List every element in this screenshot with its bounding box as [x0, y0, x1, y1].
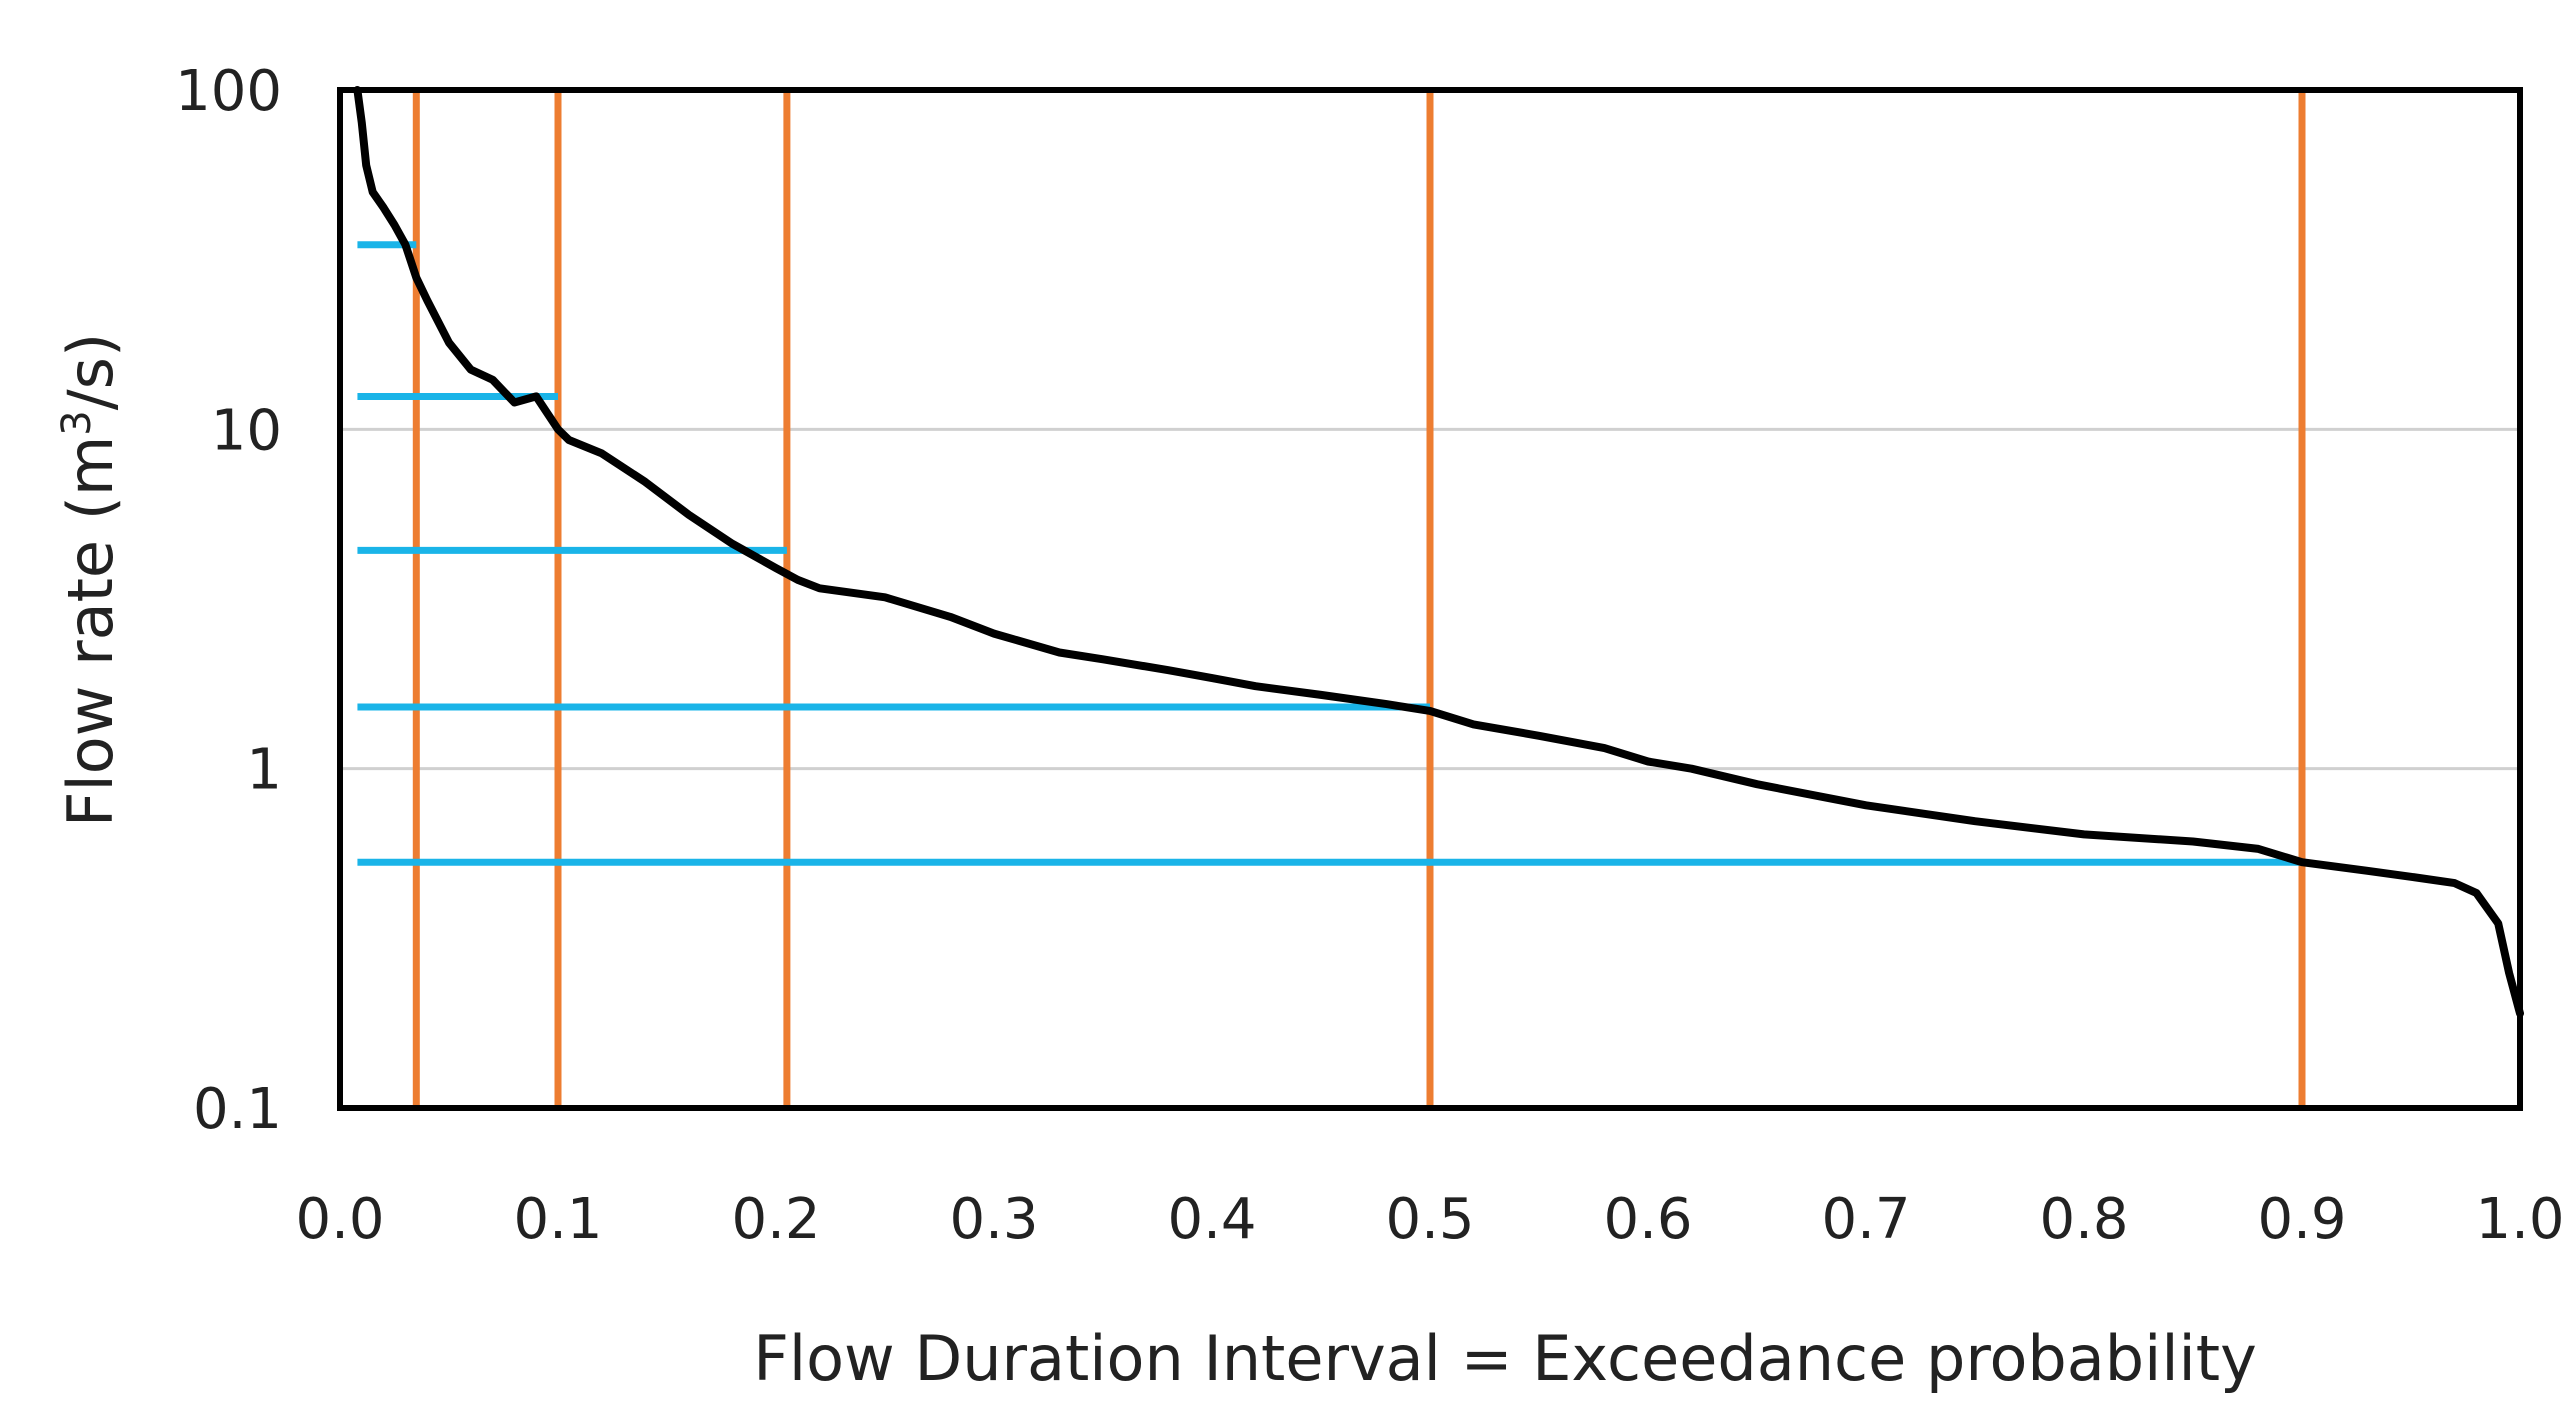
exceedance-markers	[357, 90, 2306, 1108]
flow-duration-curve	[353, 86, 2524, 1018]
y-tick-label: 100	[175, 59, 282, 124]
x-axis-title: Flow Duration Interval = Exceedance prob…	[753, 1322, 2257, 1395]
y-axis-title: Flow rate (m3/s)	[54, 333, 127, 827]
x-tick-label: 0.6	[1603, 1187, 1692, 1252]
x-tick-label: 0.8	[2039, 1187, 2128, 1252]
y-axis-title-end: /s)	[54, 333, 127, 410]
y-tick-label: 1	[246, 738, 282, 803]
x-tick-label: 0.9	[2257, 1187, 2346, 1252]
x-tick-label: 0.2	[731, 1187, 820, 1252]
x-tick-label: 0.5	[1385, 1187, 1474, 1252]
x-tick-label: 1.0	[2475, 1187, 2564, 1252]
y-axis-title-superscript: 3	[54, 410, 100, 435]
x-tick-label: 0.0	[295, 1187, 384, 1252]
y-tick-label: 0.1	[193, 1077, 282, 1142]
x-axis-ticks: 0.0 0.1 0.2 0.3 0.4 0.5 0.6 0.7 0.8 0.9 1.0	[295, 1187, 2564, 1252]
x-tick-label: 0.1	[513, 1187, 602, 1252]
flow-duration-series-line	[353, 86, 2524, 1018]
x-tick-label: 0.7	[1821, 1187, 1910, 1252]
y-axis-title-main: Flow rate (m	[54, 436, 127, 827]
x-tick-label: 0.3	[949, 1187, 1038, 1252]
y-tick-label: 10	[211, 398, 282, 463]
y-axis-ticks: 0.1 1 10 100	[175, 59, 282, 1142]
x-tick-label: 0.4	[1167, 1187, 1256, 1252]
plot-frame	[337, 87, 2523, 1111]
